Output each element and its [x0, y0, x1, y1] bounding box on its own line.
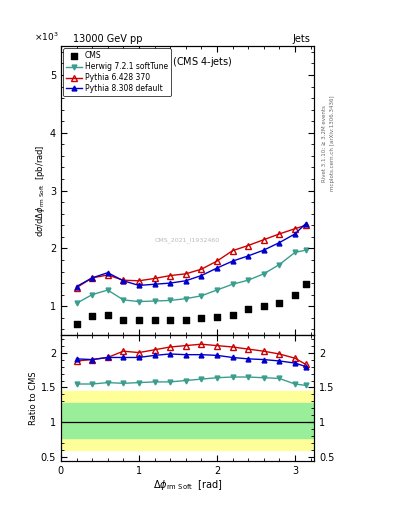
Y-axis label: Ratio to CMS: Ratio to CMS	[29, 371, 38, 425]
Herwig 7.2.1 softTune	[184, 295, 188, 302]
Pythia 8.308 default	[277, 240, 282, 246]
Pythia 6.428 370	[168, 272, 173, 279]
Pythia 6.428 370	[261, 237, 266, 243]
Pythia 8.308 default	[74, 284, 79, 290]
Pythia 8.308 default	[90, 275, 94, 281]
CMS	[214, 312, 220, 321]
Herwig 7.2.1 softTune	[230, 281, 235, 287]
Herwig 7.2.1 softTune	[121, 297, 126, 303]
Pythia 8.308 default	[121, 278, 126, 284]
CMS	[120, 315, 127, 324]
Pythia 8.308 default	[230, 258, 235, 264]
Text: mcplots.cern.ch [arXiv:1306.3436]: mcplots.cern.ch [arXiv:1306.3436]	[330, 96, 334, 191]
Herwig 7.2.1 softTune	[74, 300, 79, 306]
Pythia 8.308 default	[303, 221, 308, 227]
Herwig 7.2.1 softTune	[199, 293, 204, 299]
CMS	[261, 302, 267, 310]
CMS	[89, 312, 95, 320]
Pythia 8.308 default	[105, 270, 110, 276]
Herwig 7.2.1 softTune	[303, 247, 308, 253]
Herwig 7.2.1 softTune	[105, 287, 110, 293]
Text: Rivet 3.1.10; ≥ 3.2M events: Rivet 3.1.10; ≥ 3.2M events	[322, 105, 327, 182]
Herwig 7.2.1 softTune	[152, 298, 157, 304]
Pythia 8.308 default	[199, 272, 204, 279]
Bar	[61, 403, 314, 438]
CMS	[245, 305, 251, 313]
Pythia 6.428 370	[74, 285, 79, 291]
Pythia 6.428 370	[184, 271, 188, 277]
Herwig 7.2.1 softTune	[136, 298, 141, 305]
Pythia 8.308 default	[168, 280, 173, 286]
Pythia 8.308 default	[246, 253, 250, 259]
CMS	[292, 291, 298, 299]
Pythia 6.428 370	[90, 275, 94, 281]
Text: 13000 GeV pp: 13000 GeV pp	[73, 33, 142, 44]
Pythia 6.428 370	[303, 222, 308, 228]
Y-axis label: d$\sigma$/d$\Delta\phi_{\rm rm\ Soft}$  [pb/rad]: d$\sigma$/d$\Delta\phi_{\rm rm\ Soft}$ […	[34, 144, 47, 237]
Herwig 7.2.1 softTune	[261, 271, 266, 277]
Herwig 7.2.1 softTune	[168, 297, 173, 304]
Line: Pythia 8.308 default: Pythia 8.308 default	[74, 221, 308, 289]
Text: CMS_2021_I1932460: CMS_2021_I1932460	[155, 237, 220, 243]
Herwig 7.2.1 softTune	[246, 277, 250, 283]
Pythia 8.308 default	[261, 247, 266, 253]
Herwig 7.2.1 softTune	[292, 249, 297, 255]
Text: Jets: Jets	[293, 33, 310, 44]
CMS	[167, 316, 173, 324]
X-axis label: $\Delta\phi_{\rm rm\ Soft}$  [rad]: $\Delta\phi_{\rm rm\ Soft}$ [rad]	[153, 478, 222, 493]
Pythia 6.428 370	[246, 243, 250, 249]
CMS	[183, 316, 189, 324]
Pythia 8.308 default	[215, 265, 219, 271]
CMS	[198, 314, 204, 322]
CMS	[230, 311, 236, 319]
Line: Herwig 7.2.1 softTune: Herwig 7.2.1 softTune	[74, 248, 308, 306]
Bar	[61, 391, 314, 451]
Pythia 6.428 370	[199, 266, 204, 272]
CMS	[276, 298, 283, 307]
Pythia 6.428 370	[105, 272, 110, 278]
Text: $\times 10^3$: $\times 10^3$	[34, 31, 59, 43]
CMS	[105, 311, 111, 319]
Pythia 6.428 370	[136, 278, 141, 284]
Pythia 6.428 370	[230, 248, 235, 254]
Pythia 6.428 370	[152, 275, 157, 282]
Herwig 7.2.1 softTune	[277, 262, 282, 268]
Pythia 6.428 370	[292, 226, 297, 232]
Text: $\Delta\phi$(jj) (CMS 4-jets): $\Delta\phi$(jj) (CMS 4-jets)	[143, 55, 233, 69]
Line: Pythia 6.428 370: Pythia 6.428 370	[73, 222, 309, 291]
Pythia 8.308 default	[184, 278, 188, 284]
Pythia 6.428 370	[215, 258, 219, 264]
Pythia 6.428 370	[121, 277, 126, 283]
Pythia 8.308 default	[136, 282, 141, 288]
Herwig 7.2.1 softTune	[215, 287, 219, 293]
CMS	[136, 315, 142, 324]
CMS	[151, 316, 158, 324]
Pythia 8.308 default	[292, 231, 297, 237]
CMS	[73, 319, 80, 328]
Pythia 8.308 default	[152, 281, 157, 287]
Pythia 6.428 370	[277, 231, 282, 237]
Herwig 7.2.1 softTune	[90, 292, 94, 298]
CMS	[303, 280, 309, 288]
Legend: CMS, Herwig 7.2.1 softTune, Pythia 6.428 370, Pythia 8.308 default: CMS, Herwig 7.2.1 softTune, Pythia 6.428…	[63, 48, 171, 96]
